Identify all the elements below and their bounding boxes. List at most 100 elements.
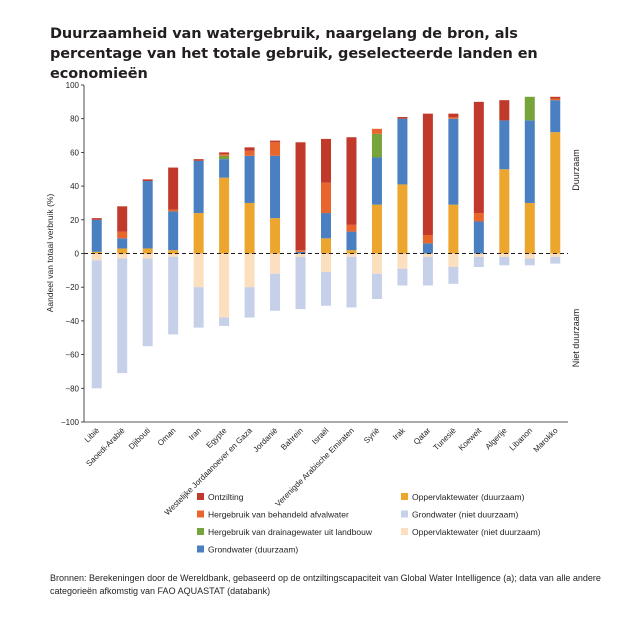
legend-label: Grondwater (duurzaam) — [208, 545, 298, 555]
x-tick-label: Djibouti — [127, 426, 152, 451]
legend-label: Oppervlaktewater (niet duurzaam) — [412, 527, 541, 537]
bar-grondwater-duurzaam — [219, 159, 230, 178]
bar-grondwater-duurzaam — [397, 118, 408, 185]
bar-hergebruik-van-behandeld-afvalwater — [473, 213, 484, 222]
y-tick-label: 0 — [75, 250, 80, 259]
bar-ontzilting — [346, 137, 357, 225]
bar-ontzilting — [448, 113, 459, 118]
legend-item-oppervlaktewater-niet-duurzaam: Oppervlaktewater (niet duurzaam) — [401, 527, 541, 537]
bar-ontzilting — [244, 147, 255, 151]
bar-hergebruik-van-behandeld-afvalwater — [270, 142, 281, 156]
bar-grondwater-duurzaam — [193, 160, 204, 214]
bar-hergebruik-van-behandeld-afvalwater — [371, 128, 382, 134]
bar-group-verenigde-arabische-emiraten — [346, 137, 357, 308]
bar-oppervlaktewater-niet-duurzaam — [168, 253, 179, 257]
legend-item-hergebruik-van-drainagewater-uit-landbouw: Hergebruik van drainagewater uit landbou… — [197, 527, 373, 537]
y-tick-label: 40 — [70, 182, 79, 191]
y-tick-label: −20 — [65, 283, 79, 292]
chart-title: Duurzaamheid van watergebruik, naargelan… — [50, 26, 538, 82]
bar-grondwater-duurzaam — [371, 157, 382, 205]
bar-grondwater-niet-duurzaam — [499, 256, 510, 266]
x-tick-label: Tunesië — [431, 426, 458, 453]
bar-grondwater-niet-duurzaam — [117, 258, 128, 374]
bar-oppervlaktewater-duurzaam — [117, 248, 128, 254]
bar-grondwater-niet-duurzaam — [219, 317, 230, 326]
legend-swatch — [401, 493, 408, 500]
legend-swatch — [197, 528, 204, 535]
bar-ontzilting — [473, 101, 484, 214]
bar-grondwater-duurzaam — [142, 181, 153, 249]
x-tick-label: Iran — [187, 426, 203, 442]
bar-group-qatar — [422, 113, 433, 286]
legend-label: Oppervlaktewater (duurzaam) — [412, 492, 525, 502]
legend-item-hergebruik-van-behandeld-afvalwater: Hergebruik van behandeld afvalwater — [197, 510, 349, 520]
bar-group-libie — [91, 218, 102, 389]
bar-grondwater-niet-duurzaam — [142, 258, 153, 347]
x-tick-label: Jordanië — [251, 426, 279, 454]
legend: Ontzilting Hergebruik van behandeld afval… — [197, 492, 541, 555]
bar-grondwater-duurzaam — [91, 219, 102, 252]
bar-hergebruik-van-behandeld-afvalwater — [346, 224, 357, 232]
bar-hergebruik-van-behandeld-afvalwater — [219, 154, 230, 156]
bar-grondwater-duurzaam — [321, 213, 331, 239]
y-tick-label: −80 — [65, 384, 79, 393]
bar-oppervlaktewater-duurzaam — [219, 177, 230, 254]
bar-group-westelijke-jordaanoever-en-gaza — [244, 147, 255, 318]
bar-group-koeweit — [473, 101, 484, 267]
bar-ontzilting — [550, 96, 561, 99]
bar-grondwater-niet-duurzaam — [270, 273, 281, 311]
bar-hergebruik-van-behandeld-afvalwater — [321, 182, 331, 214]
y-tick-label: 80 — [70, 115, 79, 124]
bar-grondwater-duurzaam — [168, 211, 179, 251]
x-tick-label: Koeweit — [457, 426, 484, 453]
bar-hergebruik-van-drainagewater-uit-landbouw — [219, 155, 230, 160]
bar-oppervlaktewater-duurzaam — [371, 204, 382, 254]
bar-grondwater-duurzaam — [524, 120, 535, 203]
bar-oppervlaktewater-duurzaam — [142, 248, 153, 254]
bar-group-tunesie — [448, 113, 459, 284]
bar-grondwater-duurzaam — [499, 120, 510, 170]
y-axis-title: Aandeel van totaal verbruik (%) — [45, 194, 55, 313]
x-tick-label: Libanon — [508, 426, 535, 453]
bar-group-irak — [397, 117, 408, 286]
x-tick-label: Irak — [391, 425, 408, 442]
x-tick-label: Algerije — [483, 426, 509, 452]
bar-ontzilting — [295, 142, 306, 251]
bar-hergebruik-van-drainagewater-uit-landbouw — [524, 96, 535, 121]
bar-grondwater-niet-duurzaam — [371, 273, 382, 299]
bar-oppervlaktewater-duurzaam — [448, 204, 459, 254]
bar-ontzilting — [117, 206, 128, 232]
legend-swatch — [197, 545, 204, 553]
bar-oppervlaktewater-niet-duurzaam — [524, 253, 535, 259]
x-tick-label: Oman — [156, 426, 178, 448]
bar-hergebruik-van-behandeld-afvalwater — [117, 231, 128, 239]
bar-oppervlaktewater-niet-duurzaam — [244, 253, 255, 288]
bar-oppervlaktewater-duurzaam — [550, 132, 561, 254]
y-tick-label: −60 — [65, 351, 79, 360]
bar-group-syrie — [371, 128, 382, 299]
bar-ontzilting — [397, 117, 408, 119]
legend-swatch — [197, 510, 204, 518]
bar-hergebruik-van-behandeld-afvalwater — [448, 117, 459, 119]
bar-oppervlaktewater-niet-duurzaam — [295, 253, 306, 257]
bar-grondwater-duurzaam — [117, 238, 128, 249]
bar-hergebruik-van-drainagewater-uit-landbouw — [371, 133, 382, 158]
x-tick-label: Bahrein — [279, 426, 305, 452]
bar-group-oman — [168, 167, 179, 335]
bar-oppervlaktewater-duurzaam — [321, 238, 331, 254]
bar-group-jordanie — [270, 140, 281, 311]
bar-hergebruik-van-behandeld-afvalwater — [550, 98, 561, 101]
bar-oppervlaktewater-niet-duurzaam — [371, 253, 382, 274]
legend-label: Hergebruik van behandeld afvalwater — [208, 510, 349, 520]
bar-oppervlaktewater-duurzaam — [346, 250, 357, 254]
bar-oppervlaktewater-duurzaam — [524, 202, 535, 254]
bar-ontzilting — [270, 140, 281, 143]
x-tick-label: Marokko — [532, 426, 560, 454]
bar-grondwater-duurzaam — [448, 118, 459, 205]
legend-label: Ontzilting — [208, 492, 244, 502]
bar-grondwater-niet-duurzaam — [346, 256, 357, 308]
bar-group-libanon — [524, 96, 535, 266]
bar-group-djibouti — [142, 179, 153, 347]
y-tick-label: −100 — [61, 418, 80, 427]
y-tick-label: 100 — [66, 81, 80, 90]
